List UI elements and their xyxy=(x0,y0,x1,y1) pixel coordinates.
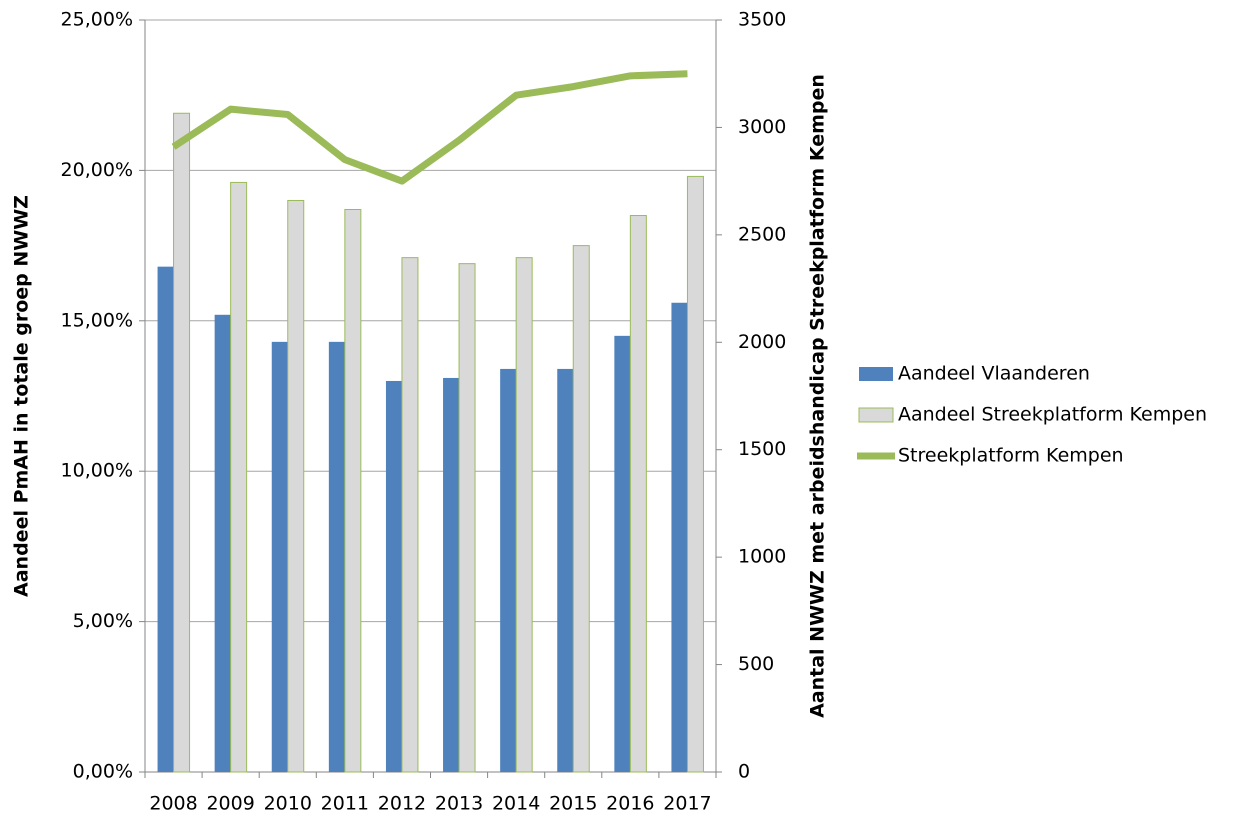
bar xyxy=(572,245,590,773)
line-series xyxy=(171,70,688,185)
x-tick-label: 2015 xyxy=(549,793,597,815)
bar xyxy=(271,341,288,772)
bar xyxy=(344,209,362,773)
y2-tick-label: 500 xyxy=(738,653,774,675)
legend-swatch xyxy=(858,407,894,423)
y-tick-label: 5,00% xyxy=(73,610,133,632)
bar xyxy=(629,215,647,773)
bar xyxy=(500,368,517,772)
bar xyxy=(458,263,476,773)
y2-tick-label: 3000 xyxy=(738,116,786,138)
legend-label: Aandeel Streekplatform Kempen xyxy=(898,404,1207,426)
legend-label: Aandeel Vlaanderen xyxy=(898,363,1090,385)
bar xyxy=(686,175,704,773)
y2-tick-label: 2500 xyxy=(738,223,786,245)
bar xyxy=(385,380,402,772)
legend-label: Streekplatform Kempen xyxy=(898,445,1124,467)
x-tick-label: 2009 xyxy=(206,793,254,815)
legend-swatch xyxy=(859,367,893,381)
bar xyxy=(614,335,631,772)
bar xyxy=(515,257,533,773)
bar xyxy=(557,368,574,772)
bar xyxy=(230,181,248,773)
y2-tick-label: 3500 xyxy=(738,9,786,31)
y2-tick-label: 0 xyxy=(738,761,750,783)
y-axis-title: Aandeel PmAH in totale groep NWWZ xyxy=(11,195,33,597)
x-tick-label: 2010 xyxy=(264,793,312,815)
bar xyxy=(173,112,191,773)
x-tick-label: 2017 xyxy=(663,793,711,815)
x-tick-label: 2008 xyxy=(149,793,197,815)
y2-tick-label: 2000 xyxy=(738,331,786,353)
x-tick-label: 2014 xyxy=(492,793,540,815)
bar xyxy=(443,377,460,772)
x-tick-label: 2011 xyxy=(321,793,369,815)
bar xyxy=(328,341,345,772)
bar xyxy=(157,266,174,772)
y2-tick-label: 1000 xyxy=(738,546,786,568)
bar xyxy=(401,257,419,773)
y-tick-label: 0,00% xyxy=(73,761,133,783)
x-tick-label: 2013 xyxy=(435,793,483,815)
y-tick-label: 25,00% xyxy=(61,9,133,31)
x-tick-label: 2012 xyxy=(378,793,426,815)
bar xyxy=(287,199,305,773)
y-tick-label: 10,00% xyxy=(61,460,133,482)
y-tick-label: 20,00% xyxy=(61,159,133,181)
y2-tick-label: 1500 xyxy=(738,438,786,460)
x-tick-label: 2016 xyxy=(606,793,654,815)
y2-axis-title: Aantal NWWZ met arbeidshandicap Streekpl… xyxy=(807,74,829,718)
bar xyxy=(214,314,231,772)
bar xyxy=(671,302,688,772)
y-tick-label: 15,00% xyxy=(61,309,133,331)
